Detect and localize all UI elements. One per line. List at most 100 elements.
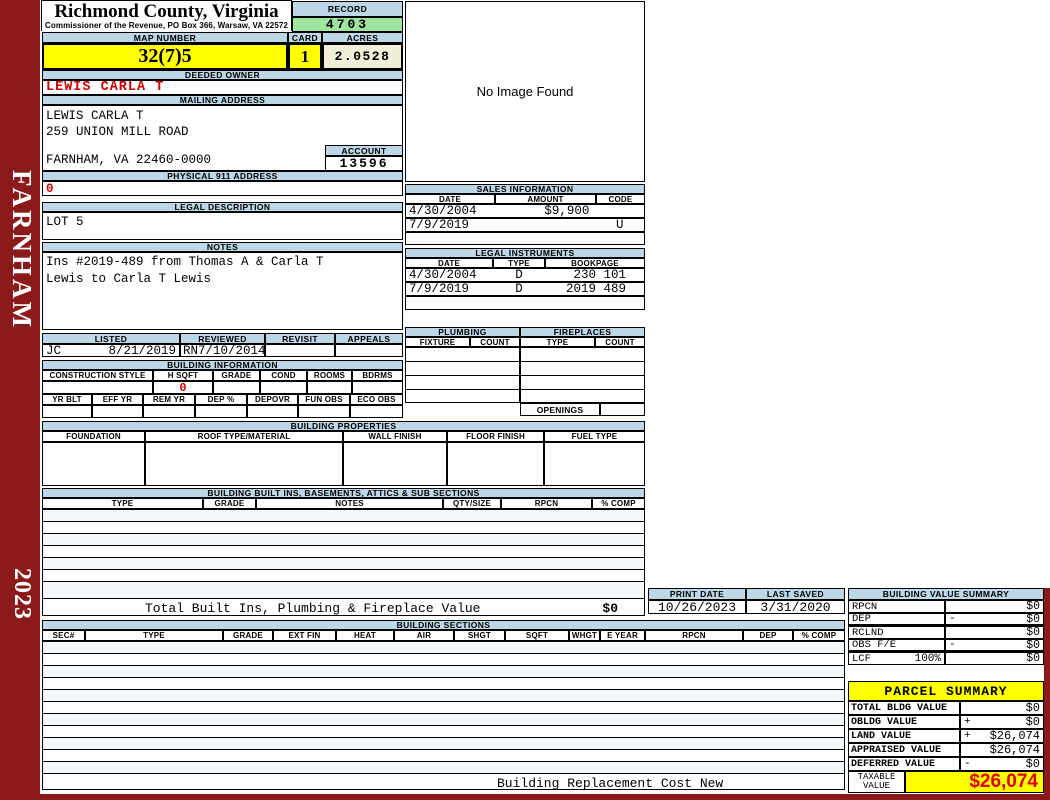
ps-label: APPRAISED VALUE xyxy=(848,743,960,757)
bvs-label: LCF xyxy=(852,652,871,665)
roof-value xyxy=(145,442,343,486)
bvs-value-cell: $0 xyxy=(945,600,1044,613)
bs-air-header: AIR xyxy=(394,630,454,641)
legal-instrument-row: 4/30/2004 D 230 101 xyxy=(405,268,645,282)
bvs-value: $0 xyxy=(1026,626,1040,639)
deeded-owner-value: LEWIS CARLA T xyxy=(42,80,403,95)
deeded-owner-label: DEEDED OWNER xyxy=(42,70,403,80)
left-frame-bar xyxy=(0,0,40,800)
bdrms-header: BDRMS xyxy=(352,370,403,381)
bvs-row: LCF 100% xyxy=(848,652,945,665)
ps-label: DEFERRED VALUE xyxy=(848,757,960,771)
no-image-text: No Image Found xyxy=(476,84,574,99)
fuel-type-header: FUEL TYPE xyxy=(544,431,645,442)
bs-comp-header: % COMP xyxy=(793,630,845,641)
bs-whgt-header: WHGT xyxy=(569,630,600,641)
county-title: Richmond County, Virginia xyxy=(54,1,279,22)
ps-value: $0 xyxy=(1025,715,1040,729)
building-sections-title: BUILDING SECTIONS xyxy=(42,620,845,630)
openings-value xyxy=(600,403,645,416)
notes-line: Lewis to Carla T Lewis xyxy=(46,272,212,286)
hsqft-header: H SQFT xyxy=(153,370,213,381)
revisit-value xyxy=(265,344,335,357)
funobs-header: FUN OBS xyxy=(298,394,350,405)
building-sections-footer-row: Building Replacement Cost New xyxy=(42,773,845,791)
bottom-frame-bar xyxy=(0,794,1050,800)
grade-value xyxy=(213,381,260,394)
bs-heat-header: HEAT xyxy=(336,630,394,641)
sale-date: 4/30/2004 xyxy=(409,204,477,218)
li-bookpage-header: BOOKPAGE xyxy=(545,258,645,268)
bvs-value-cell: - $0 xyxy=(945,613,1044,626)
legal-instruments-title: LEGAL INSTRUMENTS xyxy=(405,248,645,258)
bvs-label: DEP xyxy=(852,613,871,625)
bs-extfin-header: EXT FIN xyxy=(273,630,336,641)
reviewed-header: REVIEWED xyxy=(180,333,265,344)
hsqft-value: 0 xyxy=(153,381,213,395)
sale-code: U xyxy=(615,218,624,232)
fireplaces-empty-rows xyxy=(520,347,645,403)
parcel-summary-title: PARCEL SUMMARY xyxy=(848,681,1044,701)
bvs-value: $0 xyxy=(1026,612,1040,626)
print-date-value: 10/26/2023 xyxy=(648,600,746,615)
plumbing-count-header: COUNT xyxy=(470,337,520,347)
rooms-value xyxy=(307,381,352,394)
account-label: ACCOUNT xyxy=(325,145,403,156)
physical-911-value: 0 xyxy=(42,181,403,196)
openings-label: OPENINGS xyxy=(520,403,600,416)
dep-pct-header: DEP % xyxy=(195,394,247,405)
building-sections-empty-rows xyxy=(42,641,845,774)
right-frame-bar xyxy=(1044,588,1050,794)
rooms-header: ROOMS xyxy=(307,370,352,381)
foundation-value xyxy=(42,442,145,486)
taxable-label-line: VALUE xyxy=(862,781,890,791)
ps-op: + xyxy=(964,716,971,728)
taxable-value: $26,074 xyxy=(905,771,1044,793)
year-vertical-label: 2023 xyxy=(9,568,35,620)
listed-by: JC xyxy=(46,343,62,358)
bs-sqft-header: SQFT xyxy=(505,630,569,641)
ps-value-cell: - $0 xyxy=(960,757,1044,771)
ps-value: $0 xyxy=(1025,757,1040,771)
grade-header: GRADE xyxy=(213,370,260,381)
fuel-type-value xyxy=(544,442,645,486)
bvs-label: OBS F/E xyxy=(852,639,897,651)
ps-value: $26,074 xyxy=(989,743,1040,757)
fireplace-type-header: TYPE xyxy=(520,337,595,347)
bvs-op: - xyxy=(949,613,956,625)
listed-date: 8/21/2019 xyxy=(108,343,176,358)
plumbing-title: PLUMBING xyxy=(405,327,520,337)
sales-row: 7/9/2019 U xyxy=(405,218,645,232)
bvs-row: OBS F/E xyxy=(848,639,945,652)
plumbing-fixture-header: FIXTURE xyxy=(405,337,470,347)
bi-grade-header: GRADE xyxy=(203,498,256,509)
li-type: D xyxy=(515,268,523,282)
built-ins-title: BUILDING BUILT INS, BASEMENTS, ATTICS & … xyxy=(42,488,645,498)
bdrms-value xyxy=(352,381,403,394)
bi-notes-header: NOTES xyxy=(256,498,443,509)
bi-comp-header: % COMP xyxy=(592,498,645,509)
bs-rpcn-header: RPCN xyxy=(645,630,743,641)
li-type-header: TYPE xyxy=(493,258,545,268)
wall-finish-value xyxy=(343,442,447,486)
ecoobs-value xyxy=(350,405,403,418)
ps-value: $0 xyxy=(1025,701,1040,715)
print-date-label: PRINT DATE xyxy=(648,588,746,600)
bi-type-header: TYPE xyxy=(42,498,203,509)
physical-911-label: PHYSICAL 911 ADDRESS xyxy=(42,171,403,181)
ps-label: TOTAL BLDG VALUE xyxy=(848,701,960,715)
ps-value-cell: + $26,074 xyxy=(960,729,1044,743)
li-bookpage: 2019 489 xyxy=(565,282,626,296)
account-value: 13596 xyxy=(325,156,403,171)
taxable-label-line: TAXABLE xyxy=(857,772,896,782)
notes-label: NOTES xyxy=(42,242,403,252)
map-number-label: MAP NUMBER xyxy=(42,32,288,43)
ps-op: + xyxy=(964,730,971,742)
appeals-value xyxy=(335,344,403,357)
bvs-row: RCLND xyxy=(848,626,945,639)
bs-eyear-header: E YEAR xyxy=(600,630,645,641)
plumbing-empty-rows xyxy=(405,347,520,403)
reviewed-by: RN xyxy=(183,343,199,358)
li-date: 4/30/2004 xyxy=(409,268,477,282)
